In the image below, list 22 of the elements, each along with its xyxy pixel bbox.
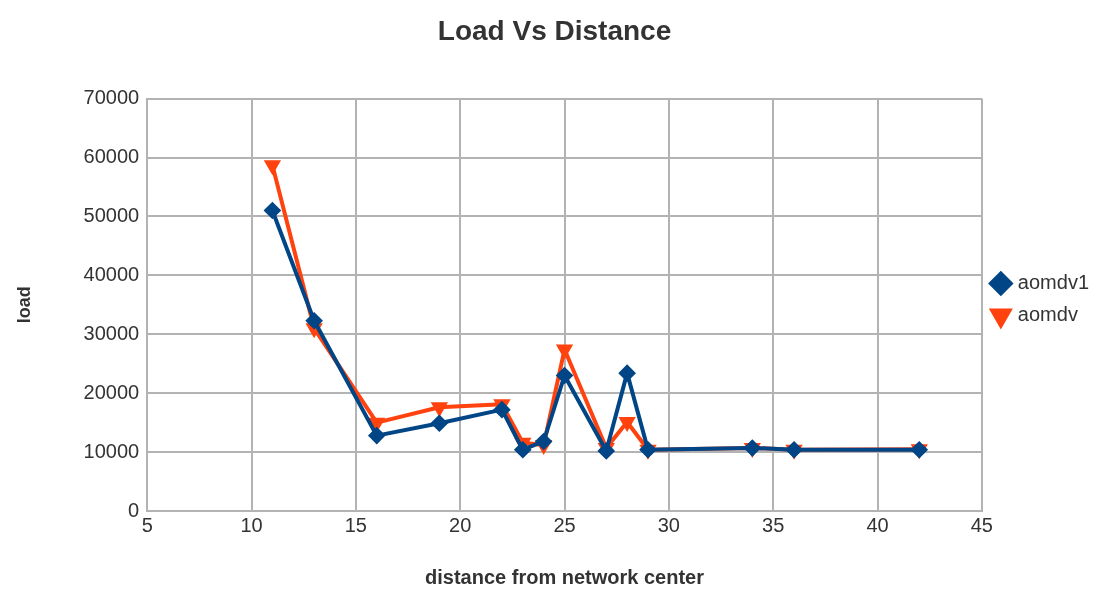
x-tick-label: 20 xyxy=(449,513,472,536)
x-tick-label: 45 xyxy=(970,513,993,536)
legend-label: aomdv xyxy=(1017,303,1078,326)
x-tick-label: 10 xyxy=(240,513,263,536)
y-tick-label: 0 xyxy=(128,498,140,521)
y-tick-label: 30000 xyxy=(83,321,140,344)
x-tick-label: 35 xyxy=(762,513,785,536)
x-tick-label: 5 xyxy=(141,513,153,536)
y-tick-label: 40000 xyxy=(83,262,140,285)
legend-label: aomdv1 xyxy=(1017,271,1089,294)
y-tick-label: 70000 xyxy=(83,86,140,109)
y-tick-label: 60000 xyxy=(83,145,140,168)
y-tick-label: 20000 xyxy=(83,380,140,403)
x-tick-label: 25 xyxy=(553,513,576,536)
y-axis-title: load xyxy=(13,286,34,324)
y-tick-label: 50000 xyxy=(83,203,140,226)
x-tick-label: 30 xyxy=(657,513,680,536)
y-tick-label: 10000 xyxy=(83,439,140,462)
x-tick-label: 40 xyxy=(866,513,889,536)
chart-title: Load Vs Distance xyxy=(437,14,672,46)
x-tick-label: 15 xyxy=(344,513,367,536)
x-axis-title: distance from network center xyxy=(425,565,705,588)
